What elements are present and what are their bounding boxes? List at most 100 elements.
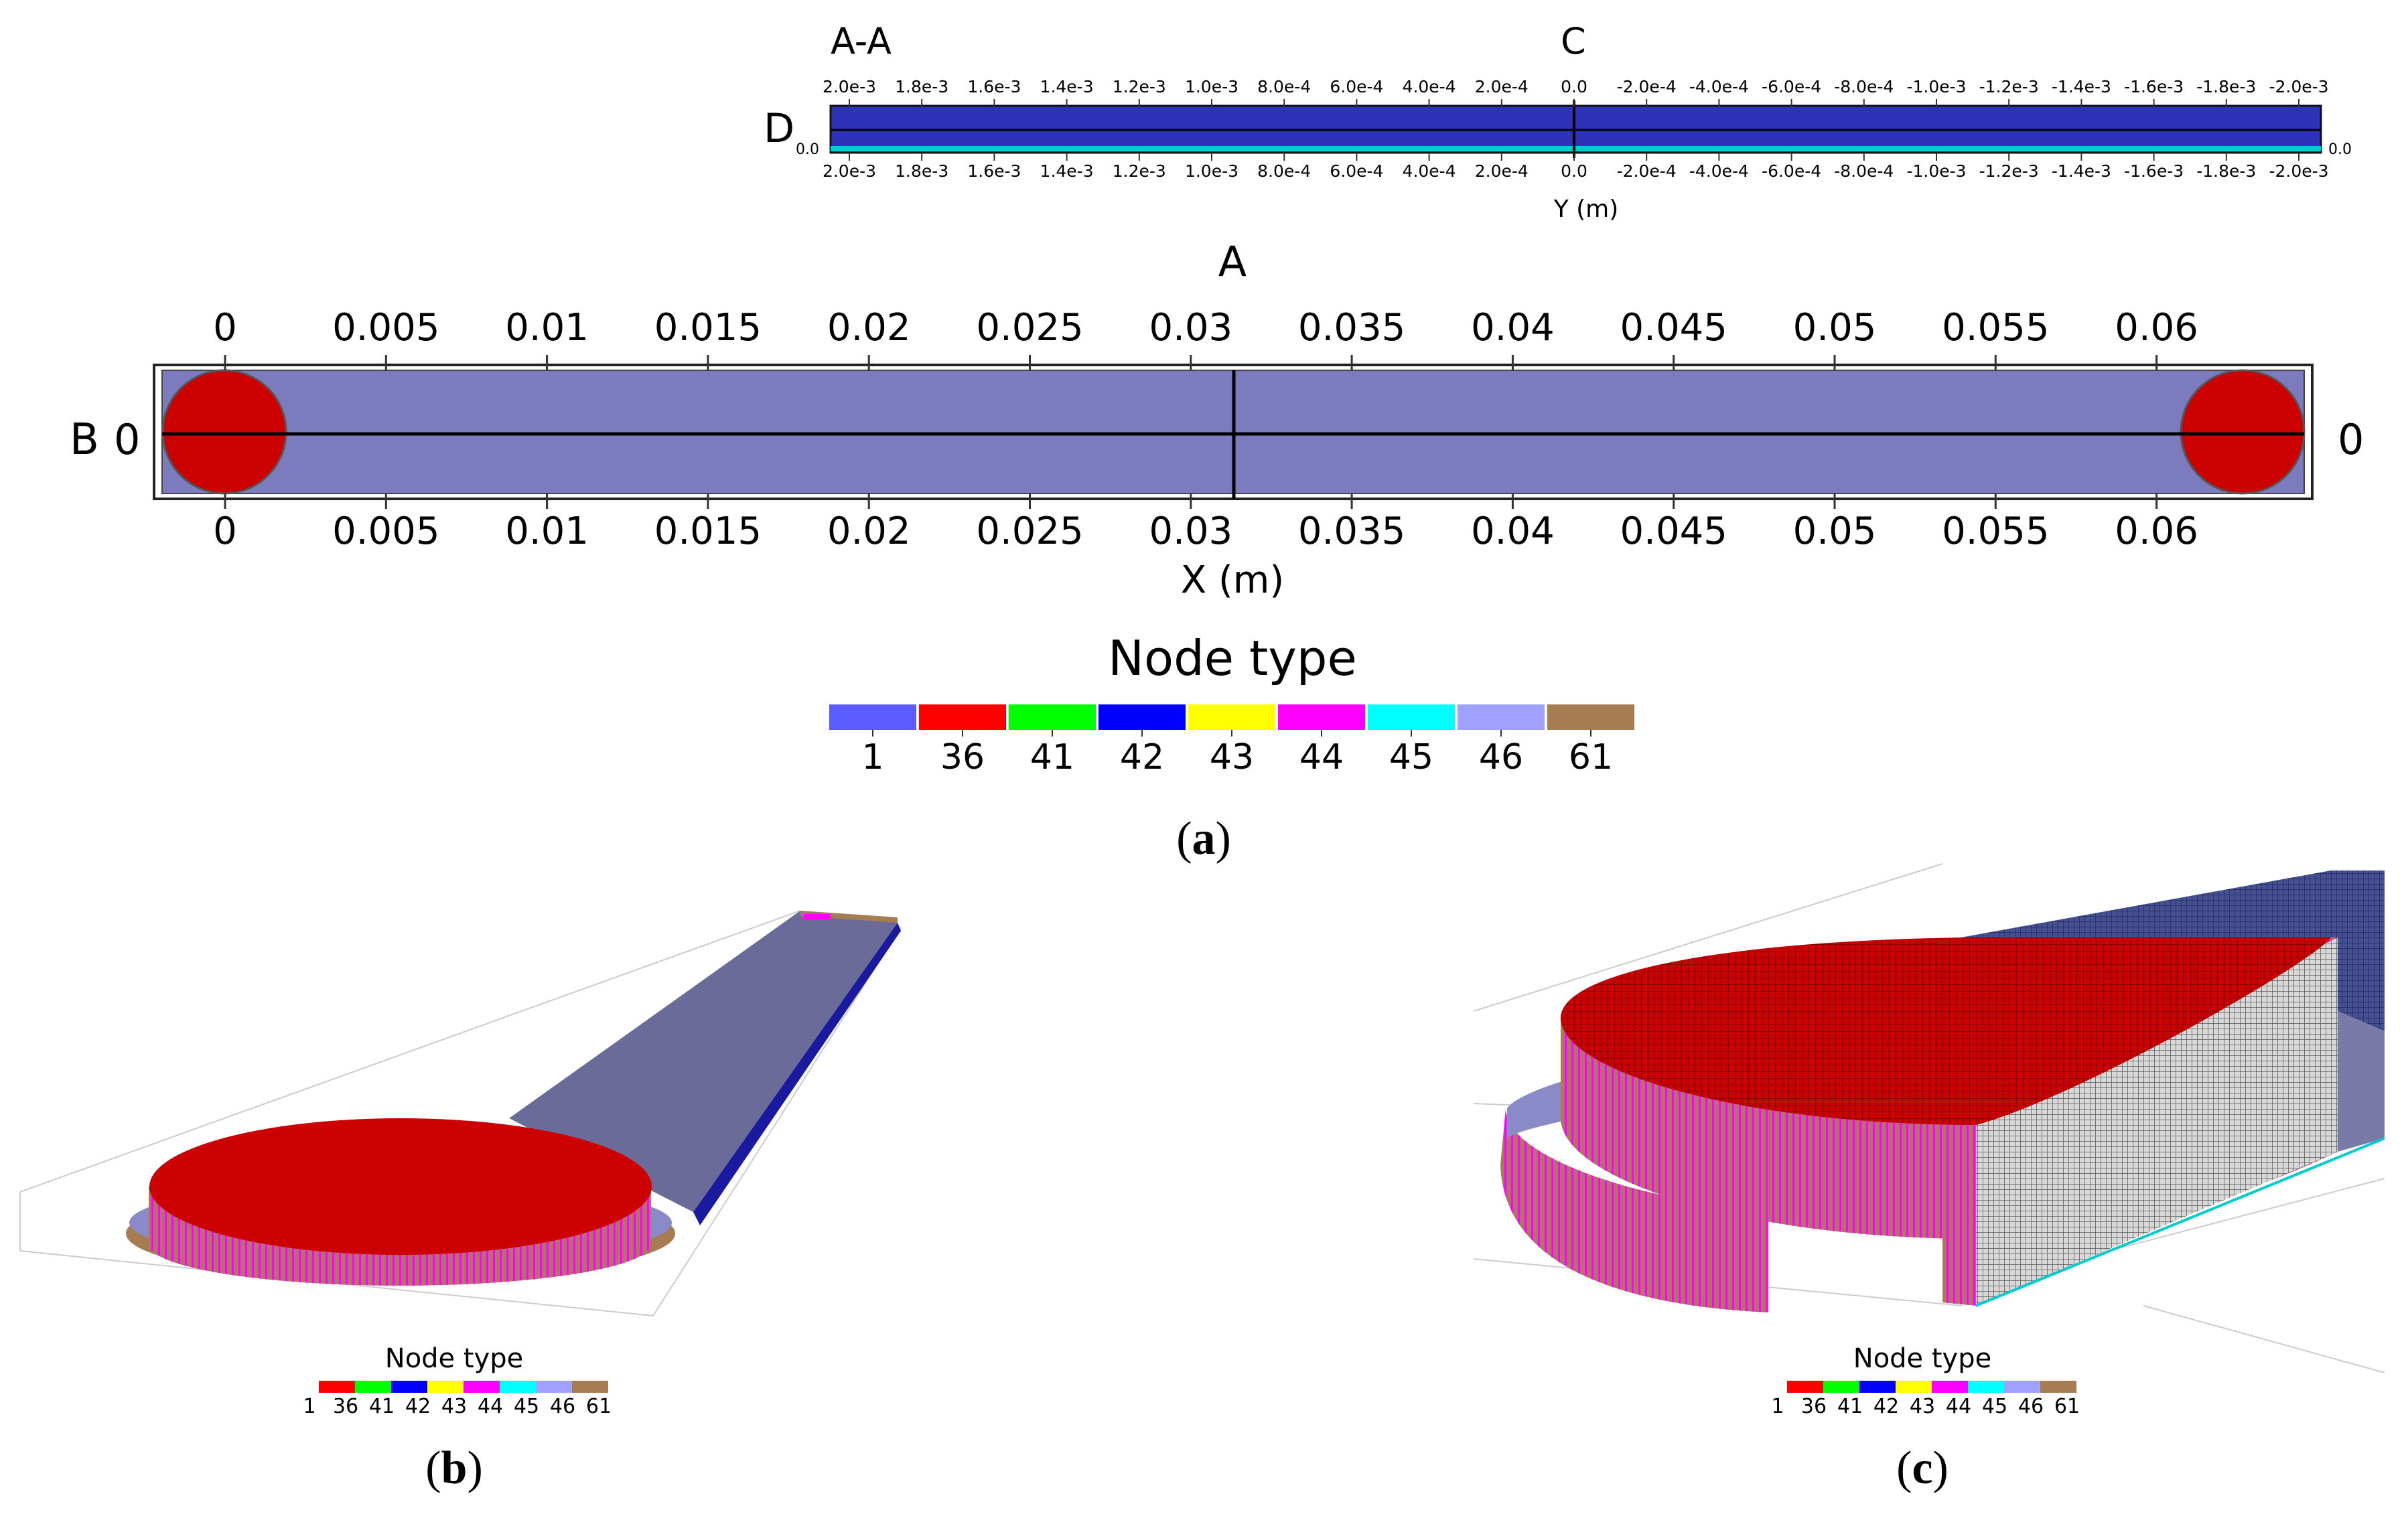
legend-small-swatch	[536, 1381, 572, 1393]
legend-a-swatch	[1278, 704, 1365, 730]
top-view-top-tick-label: 0.025	[976, 306, 1083, 350]
top-view-bottom-tick-label: 0.02	[827, 510, 911, 553]
section-bottom-tick-label: -4.0e-4	[1689, 161, 1749, 181]
section-top-tick-label: 8.0e-4	[1257, 77, 1311, 96]
legend-a-swatch	[919, 704, 1006, 730]
legend-small-label: 61	[2054, 1395, 2080, 1418]
legend-a-swatch	[1009, 704, 1096, 730]
legend-small-label: 42	[405, 1395, 431, 1418]
section-bottom-tick-label: 2.0e-3	[823, 161, 876, 181]
top-view-top-tick-label: 0.035	[1298, 306, 1405, 350]
top-left-zero: 0	[114, 415, 140, 464]
top-view: A B 0 0 0 0.005 0.01 0.015 0.02 0.025 0.03 0.03…	[70, 237, 2364, 602]
section-top-tick-label: 1.2e-3	[1113, 77, 1166, 96]
section-bottom-tick-label: -6.0e-4	[1762, 161, 1821, 181]
legend-small-swatch	[464, 1381, 500, 1393]
top-right-zero: 0	[2338, 415, 2364, 464]
legend-a-label: 36	[940, 737, 985, 777]
legend-small-swatch	[355, 1381, 391, 1393]
legend-b: Node type 1 36 41 42 43 44 45 46 61	[303, 1343, 612, 1418]
legend-a-swatch	[829, 704, 916, 730]
section-top-tick-label: 1.8e-3	[895, 77, 948, 96]
legend-small-label: 1	[1771, 1395, 1784, 1418]
legend-small-label: 45	[514, 1395, 539, 1418]
section-bottom-layer	[831, 146, 2321, 151]
section-top-tick-label: -1.8e-3	[2196, 77, 2256, 96]
section-top-tick-label: 2.0e-4	[1475, 77, 1529, 96]
legend-small-swatch	[1823, 1381, 1859, 1393]
top-view-bottom-tick-label: 0.025	[976, 510, 1083, 553]
legend-small-label: 61	[586, 1395, 612, 1418]
legend-small-swatch	[2040, 1381, 2076, 1393]
legend-a-swatch	[1099, 704, 1186, 730]
legend-c-title: Node type	[1853, 1343, 1991, 1374]
top-view-bottom-tick-label: 0.03	[1149, 510, 1232, 553]
legend-small-swatch	[1896, 1381, 1932, 1393]
top-view-bottom-tick-label: 0.055	[1942, 510, 2049, 553]
legend-small-label: 43	[1910, 1395, 1935, 1418]
top-view-bottom-ticks: 0 0.005 0.01 0.015 0.02 0.025 0.03 0.035 0.04 0.0…	[213, 494, 2198, 553]
channel-side-3d	[693, 923, 901, 1225]
legend-small-label: 46	[2018, 1395, 2044, 1418]
legend-small-label: 43	[441, 1395, 467, 1418]
caption-a: (a)	[1176, 813, 1231, 864]
legend-small-swatch	[1787, 1381, 1823, 1393]
legend-small-swatch	[1859, 1381, 1896, 1393]
legend-a-swatch	[1368, 704, 1455, 730]
top-view-top-ticks: 0 0.005 0.01 0.015 0.02 0.025 0.03 0.035 0.04 0.0…	[213, 306, 2198, 370]
section-bottom-tick-label: 1.6e-3	[967, 161, 1021, 181]
top-view-top-tick-label: 0	[213, 306, 237, 350]
legend-a-label: 46	[1479, 737, 1523, 777]
section-bottom-tick-label: 1.2e-3	[1113, 161, 1166, 181]
legend-small-swatch	[500, 1381, 536, 1393]
legend-small-label: 42	[1873, 1395, 1899, 1418]
top-view-bottom-tick-label: 0.035	[1298, 510, 1405, 553]
section-title: A-A	[831, 20, 892, 62]
section-top-tick-label: -8.0e-4	[1834, 77, 1894, 96]
section-bottom-tick-label: -1.2e-3	[1979, 161, 2039, 181]
section-bottom-tick-label: 2.0e-4	[1475, 161, 1529, 181]
legend-a-label: 44	[1299, 737, 1344, 777]
section-right-zero: 0.0	[2328, 141, 2352, 158]
section-bottom-tick-label: 1.8e-3	[895, 161, 948, 181]
reservoir-top-c	[1561, 937, 2331, 1125]
top-view-top-tick-label: 0.045	[1620, 306, 1727, 350]
top-left-label: B	[70, 415, 99, 465]
section-bottom-tick-label: -1.0e-3	[1906, 161, 1966, 181]
section-center-label: C	[1561, 20, 1586, 62]
top-view-top-tick-label: 0.06	[2115, 306, 2198, 350]
section-top-tick-label: -2.0e-3	[2269, 77, 2328, 96]
top-view-top-tick-label: 0.03	[1149, 306, 1232, 350]
section-axis-label: Y (m)	[1553, 196, 1619, 223]
legend-a-label: 41	[1030, 737, 1074, 777]
section-top-tick-label: -1.2e-3	[1979, 77, 2039, 96]
section-top-tick-label: 1.4e-3	[1040, 77, 1094, 96]
top-view-top-tick-label: 0.02	[827, 306, 911, 350]
top-axis-label: X (m)	[1181, 558, 1284, 602]
top-view-top-tick-label: 0.055	[1942, 306, 2049, 350]
section-bottom-tick-label: 4.0e-4	[1403, 161, 1456, 181]
legend-a-label: 1	[861, 737, 883, 777]
legend-small-label: 45	[1982, 1395, 2007, 1418]
section-bottom-tick-label: 0.0	[1561, 161, 1587, 181]
top-section-label: A	[1218, 237, 1247, 286]
legend-small-swatch	[2004, 1381, 2040, 1393]
legend-small-label: 44	[1946, 1395, 1971, 1418]
reservoir-top-b	[149, 1118, 652, 1255]
top-view-top-tick-label: 0.01	[505, 306, 589, 350]
cut-face-c	[1976, 937, 2338, 1306]
legend-small-label: 41	[369, 1395, 395, 1418]
section-bottom-tick-label: -1.6e-3	[2124, 161, 2184, 181]
section-top-tick-label: -2.0e-4	[1617, 77, 1677, 96]
top-view-bottom-tick-label: 0.01	[505, 510, 589, 553]
channel-top-c	[1942, 870, 2385, 1031]
section-top-tick-label: -1.0e-3	[1906, 77, 1966, 96]
top-view-bottom-tick-label: 0.005	[332, 510, 439, 553]
channel-top-3d	[509, 911, 898, 1212]
top-view-top-tick-label: 0.015	[654, 306, 762, 350]
top-view-bottom-tick-label: 0	[213, 510, 237, 553]
legend-a-swatch	[1547, 704, 1634, 730]
section-top-tick-label: -1.4e-3	[2052, 77, 2111, 96]
legend-a-label: 45	[1389, 737, 1433, 777]
legend-c: Node type 1 36 41 42 43 44 45 46 61	[1771, 1343, 2080, 1418]
